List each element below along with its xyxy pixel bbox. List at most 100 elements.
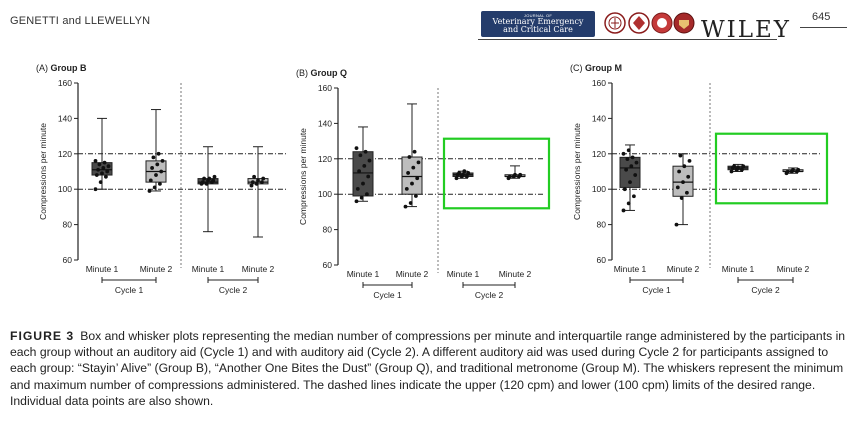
data-point [367,158,372,163]
header-rule-right [800,27,847,28]
x-tick-label: Minute 1 [86,264,119,274]
data-point [462,169,467,174]
data-point [625,157,630,162]
cycle2-highlight-box [442,137,551,210]
y-tick-label: 160 [58,78,72,88]
data-point [158,181,162,186]
data-point [362,163,367,168]
iqr-box [401,156,423,195]
y-tick-label: 60 [597,255,607,265]
group-label: Cycle 2 [219,285,248,295]
data-point [365,192,369,197]
data-point [674,222,679,227]
data-point [98,180,103,185]
association-seal-icon [651,12,673,34]
box-1: Minute 1 [347,126,380,279]
data-point [465,174,469,179]
x-tick-label: Minute 2 [667,264,700,274]
data-point [207,176,212,181]
data-point [249,183,254,188]
data-point [104,174,108,179]
data-point [518,172,523,177]
y-tick-label: 120 [318,154,332,164]
panel-title: (A) Group B [36,63,87,73]
y-axis-label: Compressions per minute [38,123,48,220]
y-tick-label: 140 [318,118,332,128]
data-point [633,173,638,177]
data-point [461,172,465,177]
data-point [685,190,689,195]
x-tick-label: Minute 1 [347,269,380,279]
data-point [414,194,418,198]
data-point [624,167,628,172]
data-point [507,174,512,179]
data-point [211,178,216,183]
publisher-wordmark: WILEY [701,17,791,43]
journal-logo-kicker: JOURNAL OF [523,13,553,18]
data-point [147,189,152,193]
panel-group-name: Group B [51,63,87,73]
data-point [411,165,416,170]
box-1: Minute 1 [614,144,647,274]
data-point [407,155,412,159]
y-tick-label: 60 [323,260,333,270]
data-point [785,169,790,174]
x-tick-label: Minute 2 [140,264,173,274]
y-tick-label: 160 [592,78,606,88]
data-point [682,164,687,169]
data-point [403,204,408,209]
y-axis-label: Compressions per minute [298,128,308,225]
data-point [260,180,264,185]
data-point [412,149,417,154]
box-4: Minute 2 [242,146,275,274]
data-point [732,164,736,169]
y-tick-label: 80 [323,225,333,235]
data-point [254,181,259,186]
college-seal-icon [673,12,695,34]
group-label: Cycle 1 [115,285,144,295]
chart-panel-2: (B) Group Q 60 80 100 120 140 160 Compressions … [296,68,551,300]
data-point [160,158,165,163]
data-point [628,180,632,185]
emblem-seal-icon [628,12,650,34]
group-label: Cycle 1 [373,290,402,300]
society-seal-icon [604,12,626,34]
data-point [406,171,410,175]
data-point [156,151,161,156]
y-tick-label: 140 [592,113,606,123]
data-point [358,153,363,158]
data-point [681,180,685,185]
x-tick-label: Minute 1 [447,269,480,279]
y-tick-label: 80 [597,220,607,230]
data-point [96,167,100,172]
data-point [250,180,255,185]
y-tick-label: 100 [592,184,606,194]
box-3: Minute 1 [192,146,225,274]
data-point [361,181,365,186]
y-tick-label: 60 [63,255,73,265]
data-point [151,155,156,160]
box-3: Minute 1 [447,169,480,279]
data-point [154,173,158,177]
data-point [102,160,107,165]
box-2: Minute 2 [140,109,173,274]
figure-caption: FIGURE 3 Box and whisker plots representi… [10,328,850,409]
data-point [94,173,99,177]
data-point [97,162,102,167]
x-tick-label: Minute 1 [192,264,225,274]
running-head-authors: GENETTI and LLEWELLYN [10,15,151,27]
data-point [621,208,626,213]
group-label: Cycle 1 [642,285,671,295]
figure-3: (A) Group B 60 80 100 120 140 160 Compressions … [36,63,829,300]
box-1: Minute 1 [86,117,119,274]
header-rule [478,39,777,40]
data-point [629,164,634,169]
data-point [106,164,111,169]
data-point [93,187,98,192]
data-point [686,174,691,179]
data-point [454,176,459,181]
data-point [200,180,205,185]
data-point [679,196,684,200]
data-point [366,174,371,179]
data-point [741,164,746,169]
